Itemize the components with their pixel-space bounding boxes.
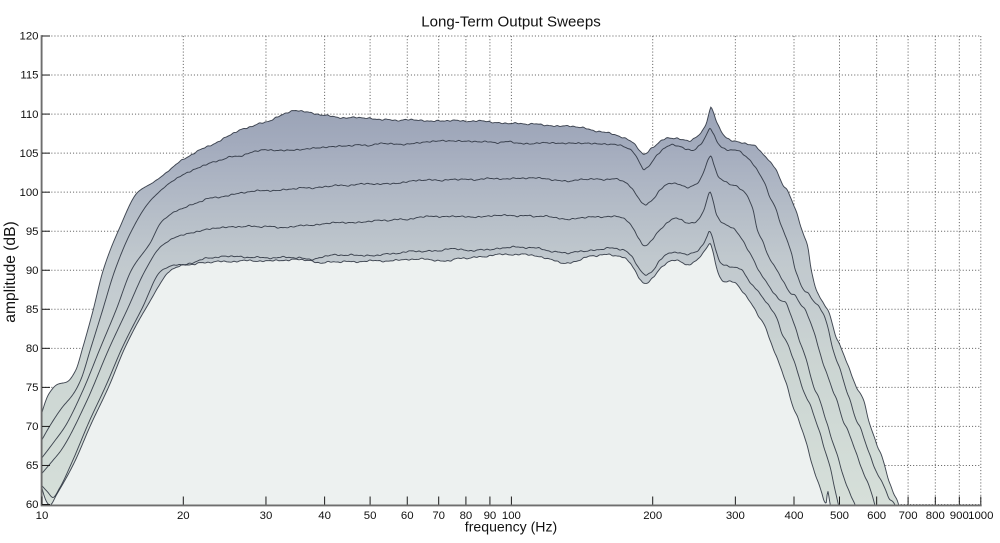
svg-text:80: 80 (26, 343, 39, 355)
svg-text:Long-Term Output Sweeps: Long-Term Output Sweeps (421, 14, 601, 31)
svg-text:900: 900 (950, 510, 969, 522)
svg-text:95: 95 (26, 226, 39, 238)
svg-text:500: 500 (830, 510, 849, 522)
svg-text:100: 100 (502, 510, 521, 522)
svg-text:50: 50 (364, 510, 377, 522)
svg-text:90: 90 (484, 510, 497, 522)
svg-text:300: 300 (726, 510, 745, 522)
svg-text:90: 90 (26, 265, 39, 277)
svg-text:30: 30 (260, 510, 273, 522)
svg-text:20: 20 (177, 510, 190, 522)
svg-text:amplitude (dB): amplitude (dB) (2, 221, 19, 322)
svg-text:115: 115 (20, 70, 38, 82)
svg-text:105: 105 (19, 148, 38, 160)
svg-text:400: 400 (785, 510, 804, 522)
svg-text:70: 70 (432, 510, 445, 522)
svg-text:200: 200 (643, 510, 662, 522)
svg-text:65: 65 (26, 460, 39, 472)
svg-text:75: 75 (26, 382, 39, 394)
svg-text:600: 600 (867, 510, 886, 522)
svg-text:60: 60 (401, 510, 414, 522)
svg-text:40: 40 (318, 510, 331, 522)
svg-text:100: 100 (19, 187, 38, 199)
svg-text:80: 80 (460, 510, 473, 522)
svg-text:70: 70 (26, 421, 39, 433)
svg-text:60: 60 (26, 499, 39, 511)
svg-text:800: 800 (926, 510, 945, 522)
svg-text:110: 110 (20, 109, 38, 121)
svg-text:frequency (Hz): frequency (Hz) (465, 519, 557, 535)
svg-text:10: 10 (36, 510, 49, 522)
svg-text:120: 120 (19, 31, 38, 43)
svg-text:700: 700 (899, 510, 918, 522)
svg-text:1000: 1000 (968, 510, 993, 522)
svg-text:85: 85 (26, 304, 39, 316)
